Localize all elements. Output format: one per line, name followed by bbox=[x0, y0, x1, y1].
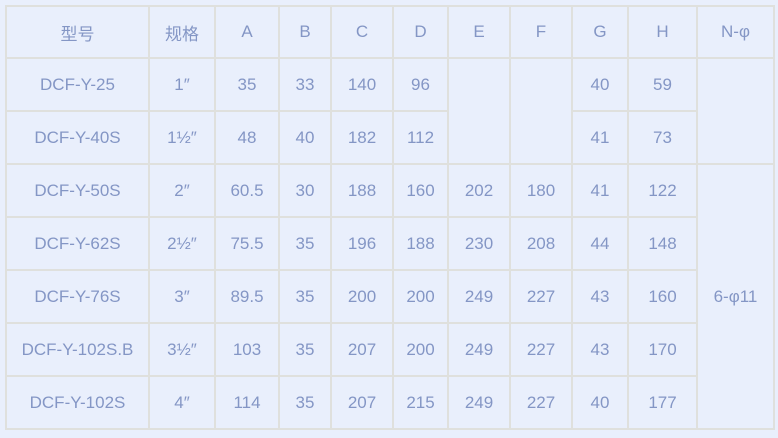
cell-model: DCF-Y-25 bbox=[5, 57, 150, 112]
cell-model: DCF-Y-102S.B bbox=[5, 322, 150, 377]
cell-d: 160 bbox=[392, 163, 449, 218]
cell-spec: 4″ bbox=[148, 375, 216, 430]
cell-g: 41 bbox=[571, 163, 629, 218]
valve-dimensions-table: 型号 规格 A B C D E F G H N-φ DCF-Y-25 1″ 35… bbox=[5, 5, 775, 430]
cell-model: DCF-Y-102S bbox=[5, 375, 150, 430]
col-header-f: F bbox=[509, 5, 573, 59]
cell-a: 60.5 bbox=[214, 163, 280, 218]
cell-spec: 2″ bbox=[148, 163, 216, 218]
cell-h: 73 bbox=[627, 110, 698, 165]
cell-a: 103 bbox=[214, 322, 280, 377]
cell-d: 200 bbox=[392, 269, 449, 324]
cell-h: 170 bbox=[627, 322, 698, 377]
cell-c: 182 bbox=[330, 110, 394, 165]
cell-spec: 3″ bbox=[148, 269, 216, 324]
cell-a: 114 bbox=[214, 375, 280, 430]
cell-d: 188 bbox=[392, 216, 449, 271]
cell-e-merged bbox=[447, 57, 511, 165]
cell-b: 35 bbox=[278, 269, 332, 324]
col-header-d: D bbox=[392, 5, 449, 59]
cell-n-phi-merged-empty bbox=[696, 57, 775, 165]
cell-h: 148 bbox=[627, 216, 698, 271]
cell-f: 227 bbox=[509, 269, 573, 324]
cell-model: DCF-Y-62S bbox=[5, 216, 150, 271]
cell-c: 207 bbox=[330, 375, 394, 430]
cell-f: 180 bbox=[509, 163, 573, 218]
col-header-spec: 规格 bbox=[148, 5, 216, 59]
cell-h: 177 bbox=[627, 375, 698, 430]
cell-f: 227 bbox=[509, 322, 573, 377]
cell-a: 89.5 bbox=[214, 269, 280, 324]
table-header-row: 型号 规格 A B C D E F G H N-φ bbox=[5, 5, 775, 59]
cell-model: DCF-Y-40S bbox=[5, 110, 150, 165]
cell-e: 249 bbox=[447, 269, 511, 324]
cell-h: 160 bbox=[627, 269, 698, 324]
cell-a: 48 bbox=[214, 110, 280, 165]
col-header-b: B bbox=[278, 5, 332, 59]
col-header-n-phi: N-φ bbox=[696, 5, 775, 59]
col-header-model: 型号 bbox=[5, 5, 150, 59]
table-row: DCF-Y-102S.B 3½″ 103 35 207 200 249 227 … bbox=[5, 322, 774, 377]
cell-d: 200 bbox=[392, 322, 449, 377]
table-row: DCF-Y-40S 1½″ 48 40 182 112 41 73 bbox=[5, 110, 774, 165]
cell-g: 44 bbox=[571, 216, 629, 271]
cell-b: 33 bbox=[278, 57, 332, 112]
cell-e: 249 bbox=[447, 322, 511, 377]
cell-f-merged bbox=[509, 57, 573, 165]
cell-g: 43 bbox=[571, 322, 629, 377]
cell-b: 40 bbox=[278, 110, 332, 165]
table-row: DCF-Y-102S 4″ 114 35 207 215 249 227 40 … bbox=[5, 375, 774, 430]
table-row: DCF-Y-25 1″ 35 33 140 96 40 59 bbox=[5, 57, 775, 165]
cell-n-phi-merged-value: 6-φ11 bbox=[696, 163, 775, 430]
cell-g: 43 bbox=[571, 269, 629, 324]
cell-model: DCF-Y-76S bbox=[5, 269, 150, 324]
cell-c: 207 bbox=[330, 322, 394, 377]
cell-model: DCF-Y-50S bbox=[5, 163, 150, 218]
cell-spec: 1½″ bbox=[148, 110, 216, 165]
cell-d: 96 bbox=[392, 57, 449, 112]
cell-d: 112 bbox=[392, 110, 449, 165]
col-header-a: A bbox=[214, 5, 280, 59]
cell-b: 35 bbox=[278, 322, 332, 377]
cell-b: 35 bbox=[278, 216, 332, 271]
col-header-h: H bbox=[627, 5, 698, 59]
col-header-c: C bbox=[330, 5, 394, 59]
cell-spec: 1″ bbox=[148, 57, 216, 112]
cell-spec: 3½″ bbox=[148, 322, 216, 377]
cell-f: 208 bbox=[509, 216, 573, 271]
cell-spec: 2½″ bbox=[148, 216, 216, 271]
table-row: DCF-Y-62S 2½″ 75.5 35 196 188 230 208 44… bbox=[5, 216, 774, 271]
cell-e: 202 bbox=[447, 163, 511, 218]
cell-h: 122 bbox=[627, 163, 698, 218]
cell-h: 59 bbox=[627, 57, 698, 112]
cell-g: 40 bbox=[571, 57, 629, 112]
cell-g: 41 bbox=[571, 110, 629, 165]
cell-a: 35 bbox=[214, 57, 280, 112]
cell-f: 227 bbox=[509, 375, 573, 430]
cell-e: 230 bbox=[447, 216, 511, 271]
cell-d: 215 bbox=[392, 375, 449, 430]
cell-c: 140 bbox=[330, 57, 394, 112]
col-header-e: E bbox=[447, 5, 511, 59]
cell-g: 40 bbox=[571, 375, 629, 430]
cell-c: 200 bbox=[330, 269, 394, 324]
cell-e: 249 bbox=[447, 375, 511, 430]
cell-b: 35 bbox=[278, 375, 332, 430]
cell-a: 75.5 bbox=[214, 216, 280, 271]
cell-c: 196 bbox=[330, 216, 394, 271]
table-row: DCF-Y-50S 2″ 60.5 30 188 160 202 180 41 … bbox=[5, 163, 775, 430]
col-header-g: G bbox=[571, 5, 629, 59]
cell-b: 30 bbox=[278, 163, 332, 218]
cell-c: 188 bbox=[330, 163, 394, 218]
table-row: DCF-Y-76S 3″ 89.5 35 200 200 249 227 43 … bbox=[5, 269, 774, 324]
